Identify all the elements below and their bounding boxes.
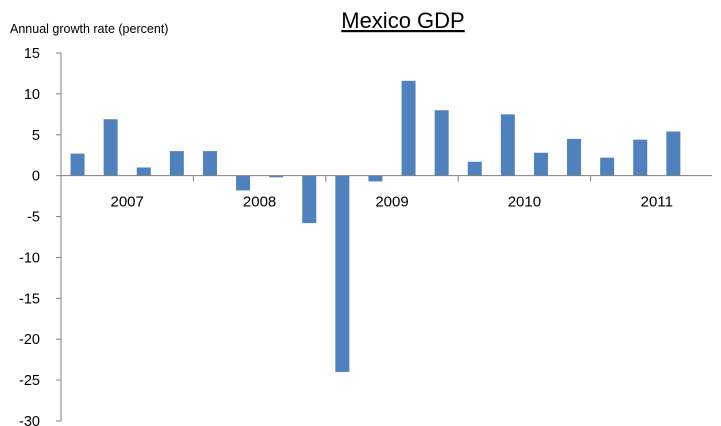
bar <box>633 139 648 176</box>
bar <box>70 153 85 176</box>
y-axis: 15 10 5 0 -5 -10 -15 -20 -25 -30 <box>19 46 62 426</box>
x-category-label: 2011 <box>641 194 673 211</box>
x-axis: 2007 2008 2009 2010 2011 <box>60 175 712 211</box>
y-tick-label: -25 <box>19 373 40 389</box>
bar <box>169 151 184 176</box>
bar <box>600 157 615 176</box>
y-tick-label: -20 <box>19 332 40 348</box>
bar <box>202 151 217 176</box>
x-category-label: 2009 <box>375 194 408 211</box>
bar <box>269 175 284 178</box>
bar <box>302 175 317 224</box>
bar <box>136 167 151 176</box>
bar <box>500 114 515 176</box>
y-tick-label: 10 <box>24 87 40 103</box>
bar <box>236 175 251 191</box>
bar <box>401 80 416 176</box>
bar <box>666 131 681 176</box>
y-tick-label: 0 <box>32 169 40 185</box>
y-tick-label: -15 <box>19 291 40 307</box>
bar <box>434 110 449 176</box>
chart-title: Mexico GDP <box>341 8 464 33</box>
y-tick-label: -30 <box>19 414 40 426</box>
bar <box>467 161 482 176</box>
x-category-label: 2008 <box>243 194 276 211</box>
bar <box>103 119 118 176</box>
y-tick-label: 5 <box>32 128 40 144</box>
y-axis-label: Annual growth rate (percent) <box>10 22 168 36</box>
bar <box>368 175 383 182</box>
bar <box>533 152 548 176</box>
bars <box>70 80 681 372</box>
x-category-label: 2010 <box>508 194 541 211</box>
y-tick-label: 15 <box>24 46 40 62</box>
bar <box>335 175 350 372</box>
y-tick-label: -5 <box>27 210 40 226</box>
x-category-label: 2007 <box>111 194 144 211</box>
y-tick-label: -10 <box>19 250 40 266</box>
bar <box>567 138 582 176</box>
